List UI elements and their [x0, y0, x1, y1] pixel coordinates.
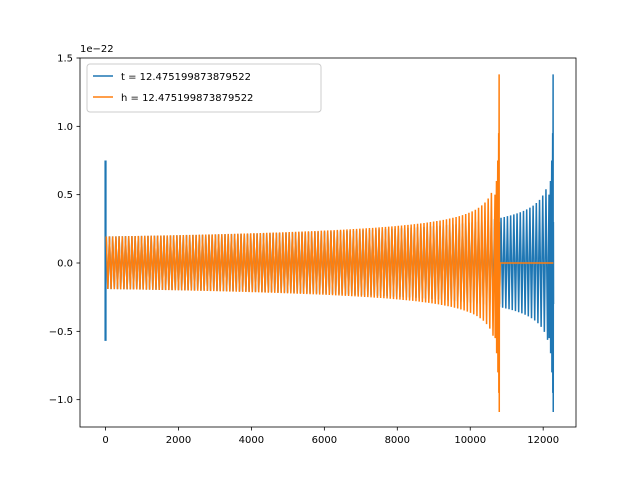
legend-frame: [86, 63, 322, 113]
y-tick-label: −0.5: [49, 327, 73, 338]
x-tick-label: 6000: [312, 435, 337, 446]
y-tick-label: −1.0: [49, 395, 73, 406]
axes: 0 2000 4000 6000 8000 10000 12000 −1.0 −0.5 0.0 0.…: [49, 54, 577, 446]
y-tick-label: 1.0: [57, 122, 73, 133]
legend-label-t: t = 12.475199873879522: [121, 72, 251, 83]
legend-label-h: h = 12.475199873879522: [121, 93, 253, 104]
x-tick-label: 8000: [385, 435, 410, 446]
y-tick-label: 0.5: [57, 190, 73, 201]
y-tick-label: 0.0: [57, 259, 73, 270]
axes-frame: [79, 57, 577, 428]
x-tick-label: 12000: [527, 435, 559, 446]
series-h-line: [105, 74, 554, 412]
legend: t = 12.475199873879522 h = 12.4751998738…: [86, 63, 322, 113]
x-tick-label: 10000: [454, 435, 486, 446]
plot-area: [104, 74, 555, 412]
series-h: [105, 74, 554, 412]
x-tick-label: 4000: [239, 435, 264, 446]
y-offset-label: 1e−22: [80, 44, 114, 55]
y-tick-label: 1.5: [57, 54, 73, 65]
x-tick-label: 0: [102, 435, 108, 446]
x-tick-label: 2000: [166, 435, 191, 446]
